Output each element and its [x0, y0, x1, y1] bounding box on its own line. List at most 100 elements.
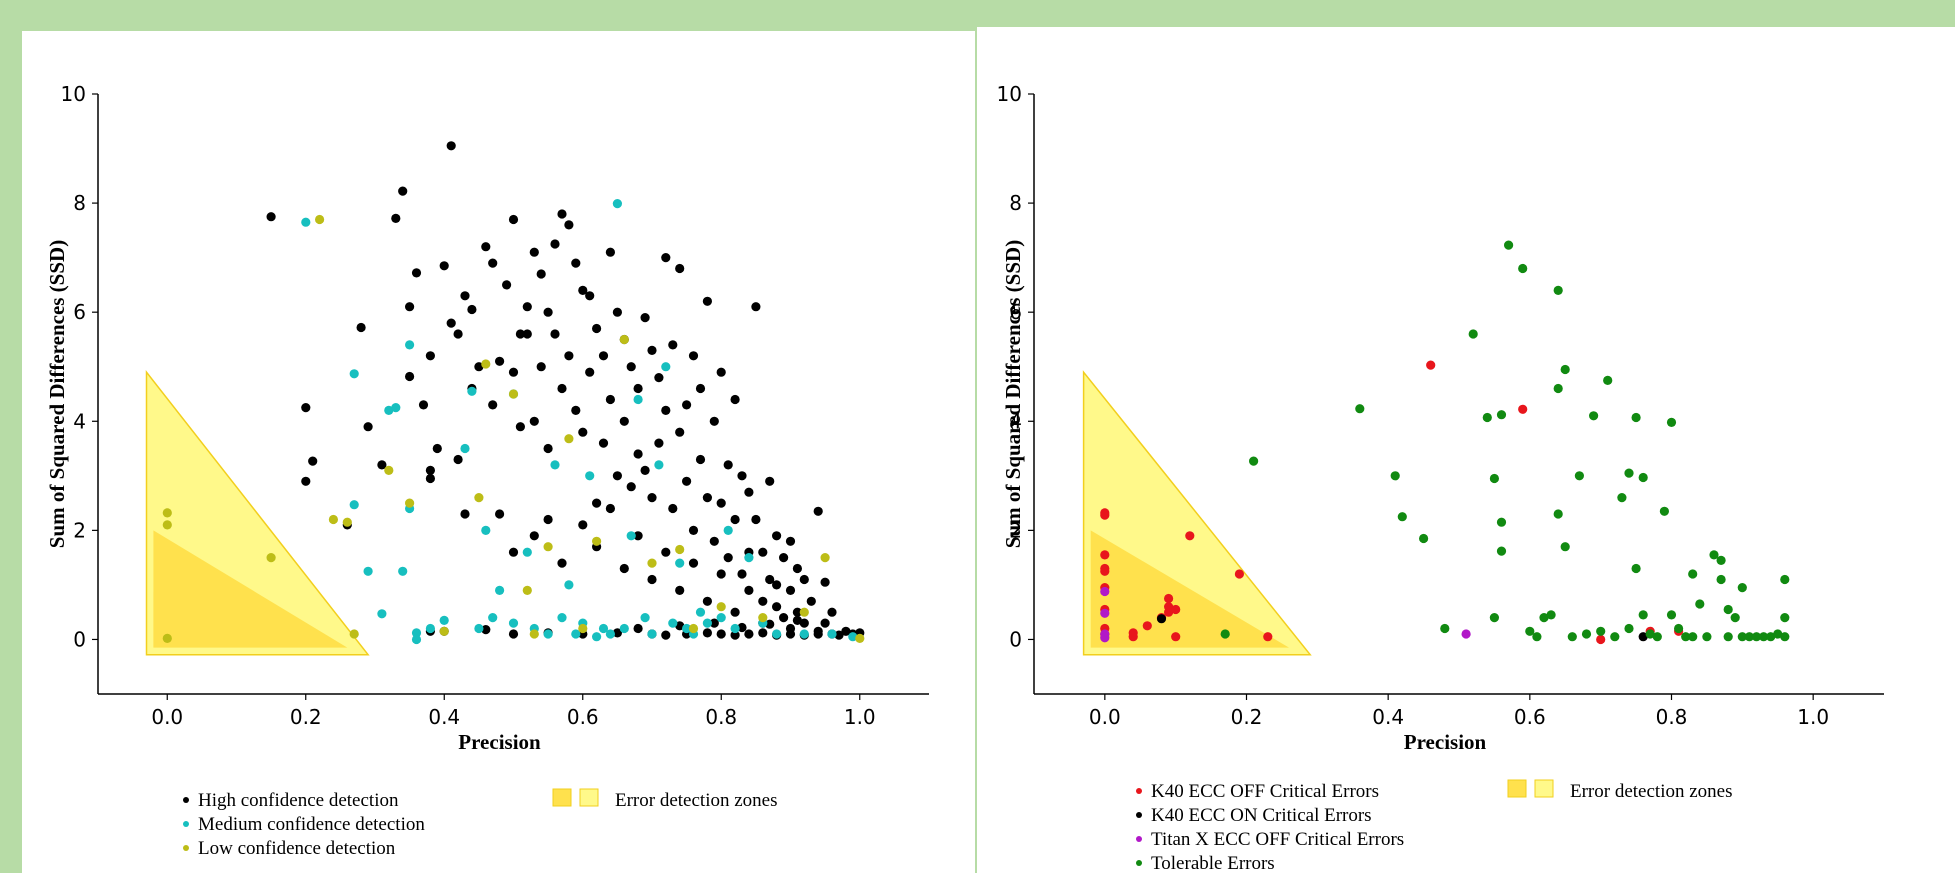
- series-medium-confidence-detection: [301, 199, 858, 645]
- data-point: [654, 438, 664, 448]
- data-point: [702, 493, 713, 503]
- data-point: [1553, 509, 1563, 519]
- y-tick-label: 6: [73, 300, 86, 324]
- data-point: [1709, 550, 1719, 560]
- data-point: [633, 394, 643, 405]
- data-point: [162, 633, 172, 644]
- data-point: [785, 585, 796, 596]
- y-tick-label: 2: [73, 518, 86, 542]
- data-point: [647, 493, 657, 503]
- data-point: [695, 383, 706, 394]
- data-point: [744, 585, 754, 596]
- data-point: [543, 443, 553, 454]
- data-point: [508, 389, 519, 399]
- data-point: [1355, 404, 1365, 414]
- data-point: [550, 329, 560, 339]
- data-point: [543, 629, 553, 639]
- data-point: [744, 553, 754, 563]
- data-point: [1553, 285, 1563, 295]
- data-point: [446, 318, 456, 328]
- data-point: [301, 217, 311, 227]
- data-point: [716, 602, 726, 612]
- data-point: [543, 542, 553, 552]
- data-point: [349, 369, 359, 379]
- data-point: [495, 509, 505, 519]
- data-point: [1737, 632, 1747, 642]
- data-point: [481, 625, 491, 635]
- data-point: [543, 514, 553, 525]
- data-point: [716, 613, 726, 623]
- data-point: [391, 213, 401, 223]
- data-point: [564, 220, 574, 230]
- data-point: [1773, 629, 1783, 639]
- data-point: [675, 585, 685, 596]
- data-point: [834, 630, 844, 640]
- legend-marker: [1136, 788, 1142, 794]
- data-point: [723, 525, 733, 535]
- x-axis-title: Precision: [1404, 730, 1487, 754]
- data-point: [405, 340, 415, 350]
- data-point: [474, 493, 484, 503]
- x-tick-label: 0.4: [1372, 705, 1404, 729]
- data-point: [460, 443, 470, 454]
- data-point: [460, 509, 470, 519]
- data-point: [1723, 632, 1733, 642]
- data-point: [1249, 456, 1259, 466]
- data-point: [1560, 364, 1570, 375]
- y-tick-label: 10: [997, 82, 1022, 106]
- data-point: [799, 574, 809, 585]
- x-tick-label: 0.0: [151, 705, 183, 729]
- legend-zone-swatch-inner: [552, 788, 572, 807]
- data-point: [564, 580, 574, 590]
- data-point: [647, 629, 657, 639]
- legend-zones-label: Error detection zones: [1570, 781, 1732, 802]
- data-point: [1596, 634, 1606, 645]
- data-point: [792, 615, 803, 626]
- data-point: [612, 199, 623, 209]
- data-point: [1652, 632, 1662, 642]
- data-point: [709, 416, 719, 426]
- data-point: [772, 531, 782, 541]
- data-point: [1624, 623, 1634, 634]
- data-point: [730, 607, 740, 617]
- data-point: [1780, 613, 1790, 623]
- x-tick-label: 0.6: [1514, 705, 1546, 729]
- x-tick-label: 1.0: [844, 705, 876, 729]
- data-point: [522, 302, 532, 312]
- data-point: [688, 623, 699, 634]
- data-point: [758, 596, 768, 606]
- series-tolerable-errors: [1220, 240, 1790, 642]
- data-point: [1164, 607, 1174, 617]
- data-point: [1128, 628, 1138, 638]
- x-axis-title: Precision: [458, 730, 541, 754]
- y-axis-title: Sum of Squared Differences (SSD): [45, 240, 69, 548]
- data-point: [564, 434, 574, 444]
- data-point: [1638, 472, 1648, 483]
- data-point: [529, 416, 539, 426]
- data-point: [384, 465, 394, 475]
- data-point: [661, 630, 671, 640]
- series-titan-x-ecc-off-critical-errors: [1100, 586, 1471, 643]
- data-point: [515, 422, 525, 432]
- data-point: [592, 498, 602, 508]
- data-point: [363, 422, 373, 432]
- data-point: [1567, 632, 1577, 642]
- data-point: [758, 613, 768, 623]
- data-point: [405, 302, 415, 312]
- data-point: [1164, 593, 1174, 604]
- data-point: [1638, 610, 1648, 620]
- data-point: [730, 394, 740, 405]
- data-point: [598, 438, 609, 448]
- data-point: [578, 520, 588, 530]
- data-point: [508, 618, 519, 628]
- data-point: [1496, 517, 1507, 527]
- data-point: [446, 141, 456, 151]
- data-point: [1716, 555, 1726, 566]
- data-point: [737, 471, 747, 481]
- data-point: [1681, 632, 1691, 642]
- data-point: [162, 508, 172, 518]
- data-point: [508, 214, 519, 225]
- data-point: [709, 618, 719, 628]
- data-point: [266, 553, 276, 563]
- data-point: [1468, 329, 1478, 339]
